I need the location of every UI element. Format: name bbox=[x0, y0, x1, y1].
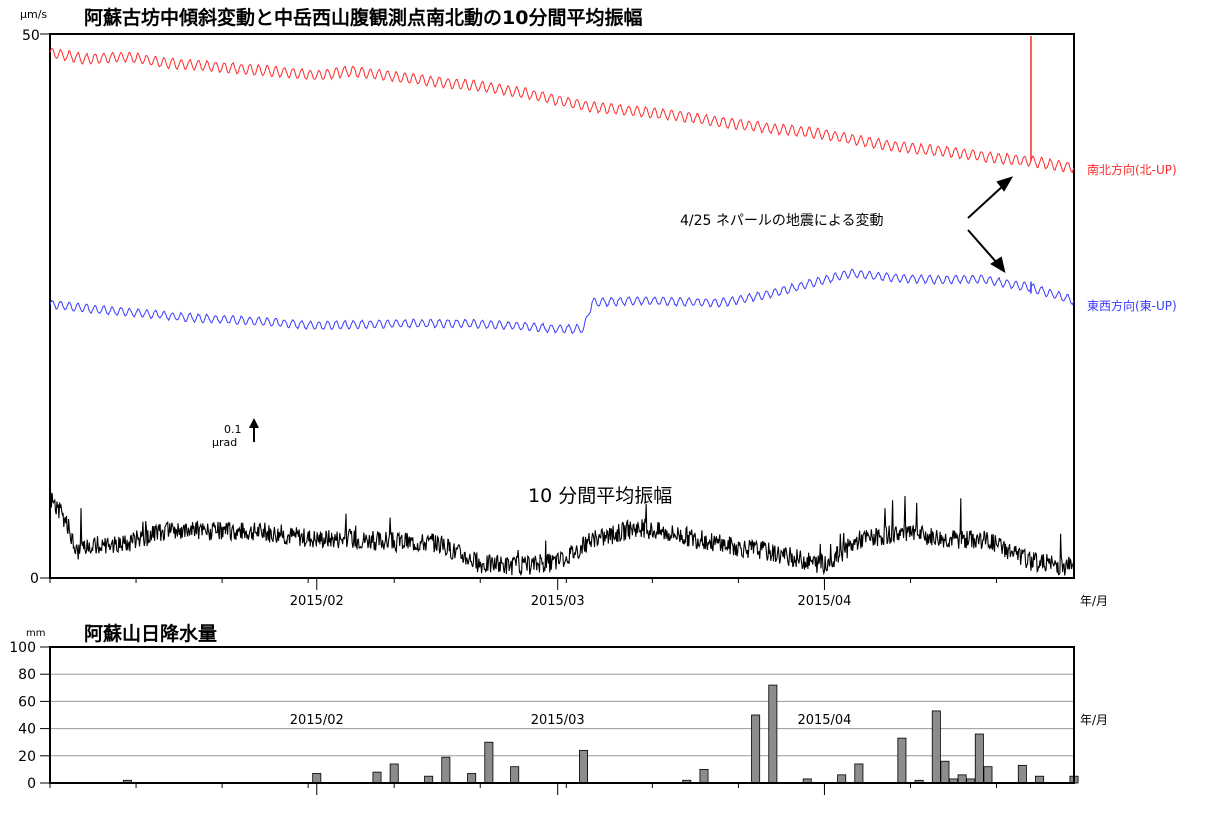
precip-bar bbox=[424, 775, 434, 784]
precip-bar bbox=[467, 773, 477, 784]
precip-bars bbox=[122, 684, 1079, 784]
scale-indicator: 0.1 μrad bbox=[212, 418, 259, 449]
precip-y-tick-label: 0 bbox=[27, 776, 36, 792]
precip-bar bbox=[768, 684, 778, 784]
precip-x-tick-marks bbox=[49, 783, 998, 795]
precip-bar bbox=[974, 733, 984, 784]
precip-bar bbox=[1035, 775, 1045, 784]
precip-bar bbox=[751, 714, 761, 784]
series-lines bbox=[49, 36, 1075, 577]
precip-bar bbox=[957, 774, 967, 784]
precip-y-tick-label: 20 bbox=[18, 749, 36, 765]
y-tick-label-bottom: 0 bbox=[30, 571, 39, 587]
y-tick-label-top: 50 bbox=[22, 28, 40, 44]
x-tick-marks bbox=[49, 578, 998, 590]
precip-bar bbox=[510, 766, 520, 784]
precip-unit-label: mm bbox=[26, 628, 45, 639]
plot-frame bbox=[49, 33, 1075, 579]
precip-x-unit-label: 年/月 bbox=[1080, 713, 1108, 727]
event-annotation: 4/25 ネパールの地震による変動 bbox=[680, 212, 883, 229]
precip-bar bbox=[931, 710, 941, 784]
precip-x-tick-label: 2015/04 bbox=[797, 713, 851, 728]
series-line-amplitude bbox=[49, 491, 1075, 577]
unit-label-um-s: μm/s bbox=[20, 8, 47, 21]
precip-bar bbox=[940, 760, 950, 784]
scale-arrowhead bbox=[249, 418, 259, 428]
precip-x-tick-label: 2015/02 bbox=[290, 713, 344, 728]
x-tick-label: 2015/03 bbox=[531, 594, 585, 609]
series-label-ns: 南北方向(北-UP) bbox=[1087, 162, 1177, 177]
scale-unit: μrad bbox=[212, 436, 237, 449]
precip-x-axis-labels: 2015/02 2015/03 2015/04 bbox=[290, 713, 852, 728]
series-line-ew bbox=[49, 268, 1075, 335]
arrowhead-ew bbox=[990, 256, 1006, 274]
precip-bar bbox=[579, 749, 589, 784]
series-line-ns bbox=[49, 48, 1075, 174]
precip-bar bbox=[854, 763, 864, 784]
precip-y-tick-label: 100 bbox=[9, 640, 36, 656]
precip-y-tick-label: 80 bbox=[18, 667, 36, 683]
precip-plot-frame bbox=[49, 646, 1075, 784]
precip-bar bbox=[312, 773, 322, 784]
arrow-to-ns bbox=[967, 184, 1005, 219]
x-tick-label: 2015/04 bbox=[797, 594, 851, 609]
precip-bar bbox=[1017, 764, 1027, 784]
precip-bar bbox=[372, 771, 382, 784]
arrow-to-ew bbox=[967, 229, 998, 264]
series-label-ew: 東西方向(東-UP) bbox=[1087, 298, 1177, 313]
precip-y-axis-labels: 100 80 60 40 20 0 bbox=[9, 640, 36, 792]
precip-y-tick-label: 60 bbox=[18, 694, 36, 710]
precip-bar bbox=[897, 737, 907, 784]
precip-bar bbox=[484, 741, 494, 784]
precip-bar bbox=[441, 756, 451, 784]
precip-bar bbox=[983, 766, 993, 784]
tilt-amplitude-panel: μm/s 阿蘇古坊中傾斜変動と中岳西山腹観測点南北動の10分間平均振幅 50 0… bbox=[20, 6, 1177, 609]
precip-bar bbox=[389, 763, 399, 784]
precip-bar bbox=[837, 774, 847, 784]
amplitude-label: 10 分間平均振幅 bbox=[528, 485, 672, 507]
precip-title: 阿蘇山日降水量 bbox=[84, 622, 217, 645]
x-tick-label: 2015/02 bbox=[290, 594, 344, 609]
x-unit-label: 年/月 bbox=[1080, 594, 1108, 608]
event-arrows bbox=[967, 176, 1014, 274]
precip-x-tick-label: 2015/03 bbox=[531, 713, 585, 728]
precip-bar bbox=[699, 769, 709, 784]
arrowhead-ns bbox=[996, 176, 1014, 192]
scale-value: 0.1 bbox=[224, 423, 242, 436]
x-axis-labels: 2015/02 2015/03 2015/04 bbox=[290, 594, 852, 609]
panel-title: 阿蘇古坊中傾斜変動と中岳西山腹観測点南北動の10分間平均振幅 bbox=[84, 6, 642, 29]
precip-y-tick-label: 40 bbox=[18, 722, 36, 738]
